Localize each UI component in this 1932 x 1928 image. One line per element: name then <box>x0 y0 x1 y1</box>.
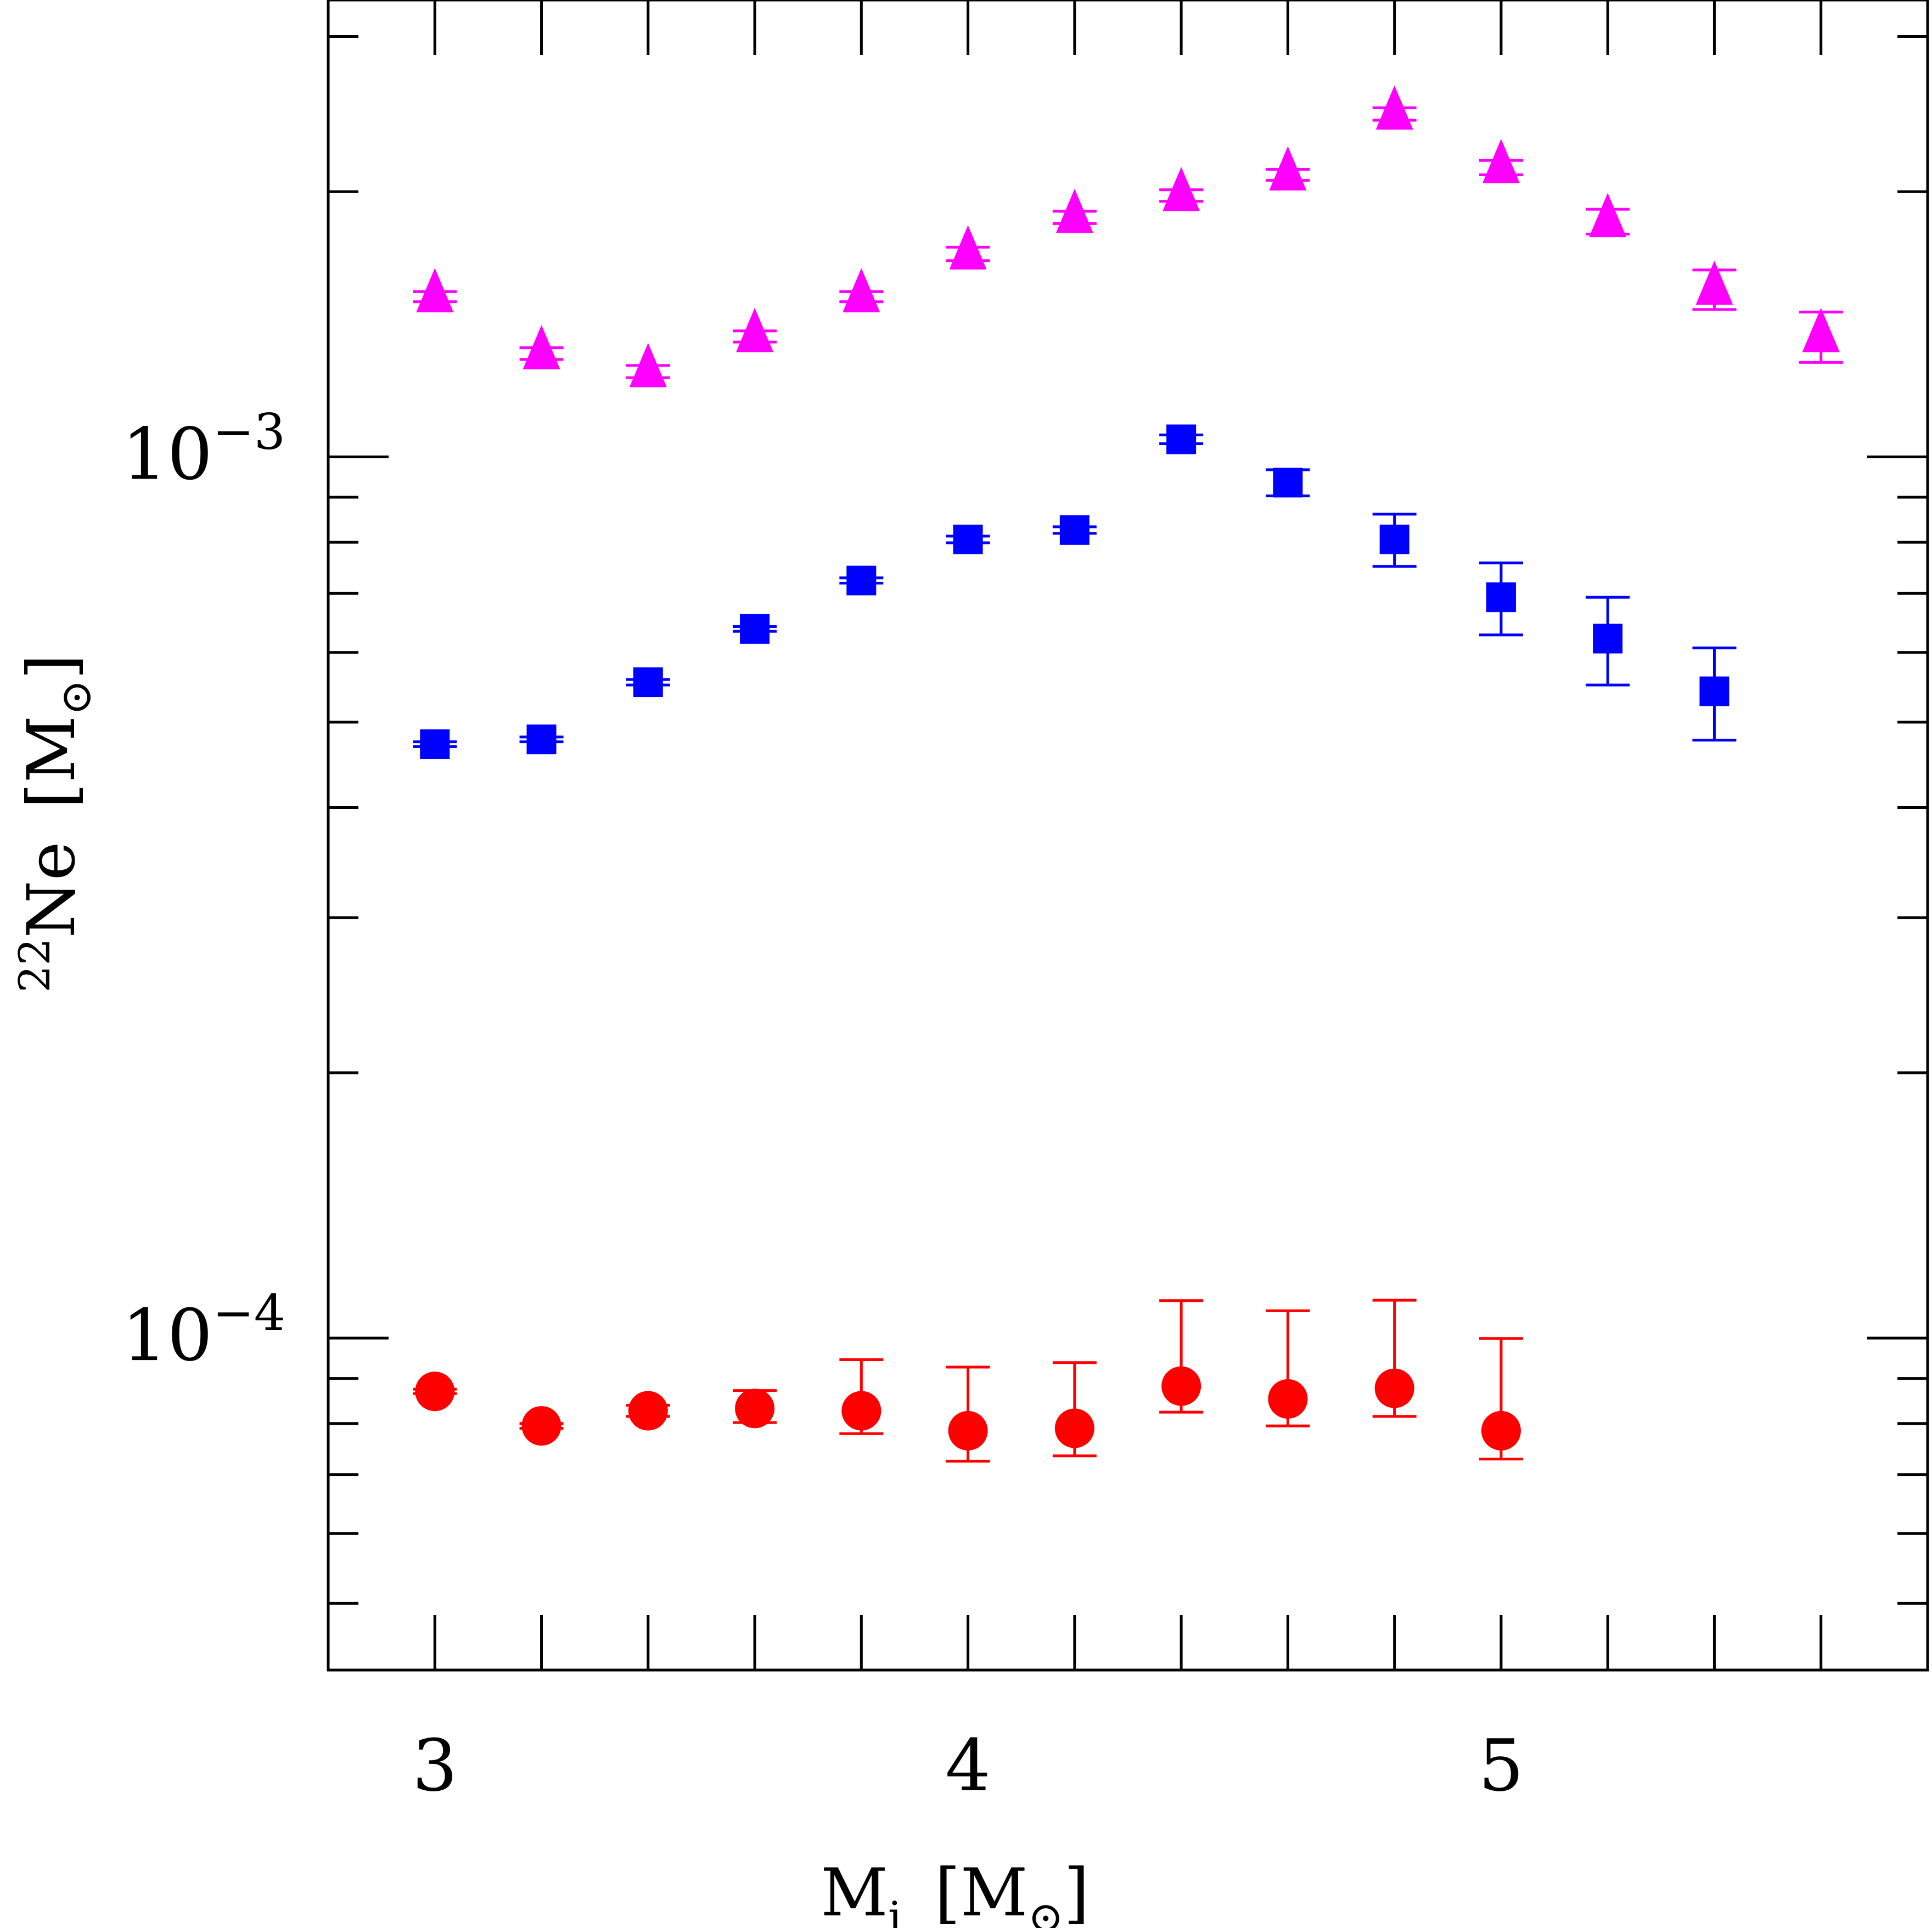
circles-point <box>1054 1408 1094 1448</box>
x-tick-label: 3 <box>412 1724 458 1807</box>
squares-point <box>526 724 557 755</box>
y-tick-label: 10−4 <box>122 1284 285 1377</box>
x-axis-title-sub: i <box>888 1893 902 1928</box>
circles-point <box>948 1410 988 1451</box>
triangles-point <box>1269 146 1307 191</box>
y-axis-title-unit-symbol: ⊙ <box>52 679 101 715</box>
triangles-point <box>1055 189 1093 233</box>
triangles-point <box>1482 139 1520 183</box>
circles-point <box>735 1389 775 1429</box>
x-axis-title: Mi [M⊙] <box>821 1855 1089 1928</box>
series-squares <box>413 424 1737 760</box>
squares-point <box>1699 676 1729 706</box>
x-tick-label: 4 <box>945 1724 991 1807</box>
circles-point <box>1481 1410 1521 1451</box>
circles-point <box>1374 1368 1414 1408</box>
squares-point <box>1379 524 1409 554</box>
squares-point <box>953 524 983 554</box>
series-triangles <box>413 85 1843 387</box>
squares-point <box>1593 623 1623 654</box>
squares-point <box>420 729 450 760</box>
tick-labels: 3 4 510−310−4 <box>122 403 1524 1807</box>
squares-point <box>1166 424 1197 454</box>
triangles-point <box>843 268 880 313</box>
x-axis-title-bracket-open: [ <box>935 1855 961 1928</box>
y-axis-title: 22Ne [M⊙] <box>10 654 101 992</box>
circles-point <box>628 1391 668 1431</box>
squares-point <box>1059 515 1089 545</box>
x-axis-title-bracket-close: ] <box>1064 1855 1089 1928</box>
y-axis-title-sup: 22 <box>10 938 60 992</box>
circles-point <box>841 1391 881 1431</box>
series-circles <box>413 1299 1523 1463</box>
y-tick-label-base: 10 <box>122 1294 212 1377</box>
triangles-point <box>523 325 560 369</box>
squares-point <box>1273 468 1303 498</box>
triangles-point <box>416 268 454 313</box>
y-tick-label-exponent: −4 <box>212 1284 285 1342</box>
triangles-point <box>736 308 774 352</box>
squares-point <box>633 667 663 698</box>
triangles-point <box>1802 308 1840 352</box>
circles-point <box>521 1406 561 1446</box>
circles-point <box>1268 1379 1308 1419</box>
plot-frame <box>327 0 1929 1672</box>
x-tick-label: 5 <box>1479 1724 1524 1807</box>
y-axis-title-bracket-close: ] <box>14 654 90 679</box>
triangles-point <box>1162 167 1200 211</box>
squares-point <box>1486 582 1516 612</box>
x-axis-title-main: M <box>821 1855 888 1928</box>
squares-point <box>740 614 770 644</box>
triangles-point <box>1589 193 1627 238</box>
triangles-point <box>1375 85 1413 130</box>
circles-point <box>415 1371 455 1412</box>
y-tick-label-exponent: −3 <box>212 403 285 461</box>
y-axis-title-main: Ne <box>14 841 90 938</box>
y-axis-title-bracket-open: [ <box>14 783 90 808</box>
axis-ticks <box>328 0 1928 1670</box>
squares-point <box>846 565 877 595</box>
data-series <box>413 85 1843 1463</box>
triangles-point <box>1695 260 1733 305</box>
circles-point <box>1161 1366 1201 1406</box>
y-tick-label: 10−3 <box>122 403 285 496</box>
x-axis-title-unit: M <box>961 1855 1028 1928</box>
triangles-point <box>949 225 987 270</box>
x-axis-title-unit-symbol: ⊙ <box>1028 1893 1064 1928</box>
triangles-point <box>629 342 667 387</box>
y-axis-title-unit: M <box>14 716 90 783</box>
y-tick-label-base: 10 <box>122 413 212 496</box>
